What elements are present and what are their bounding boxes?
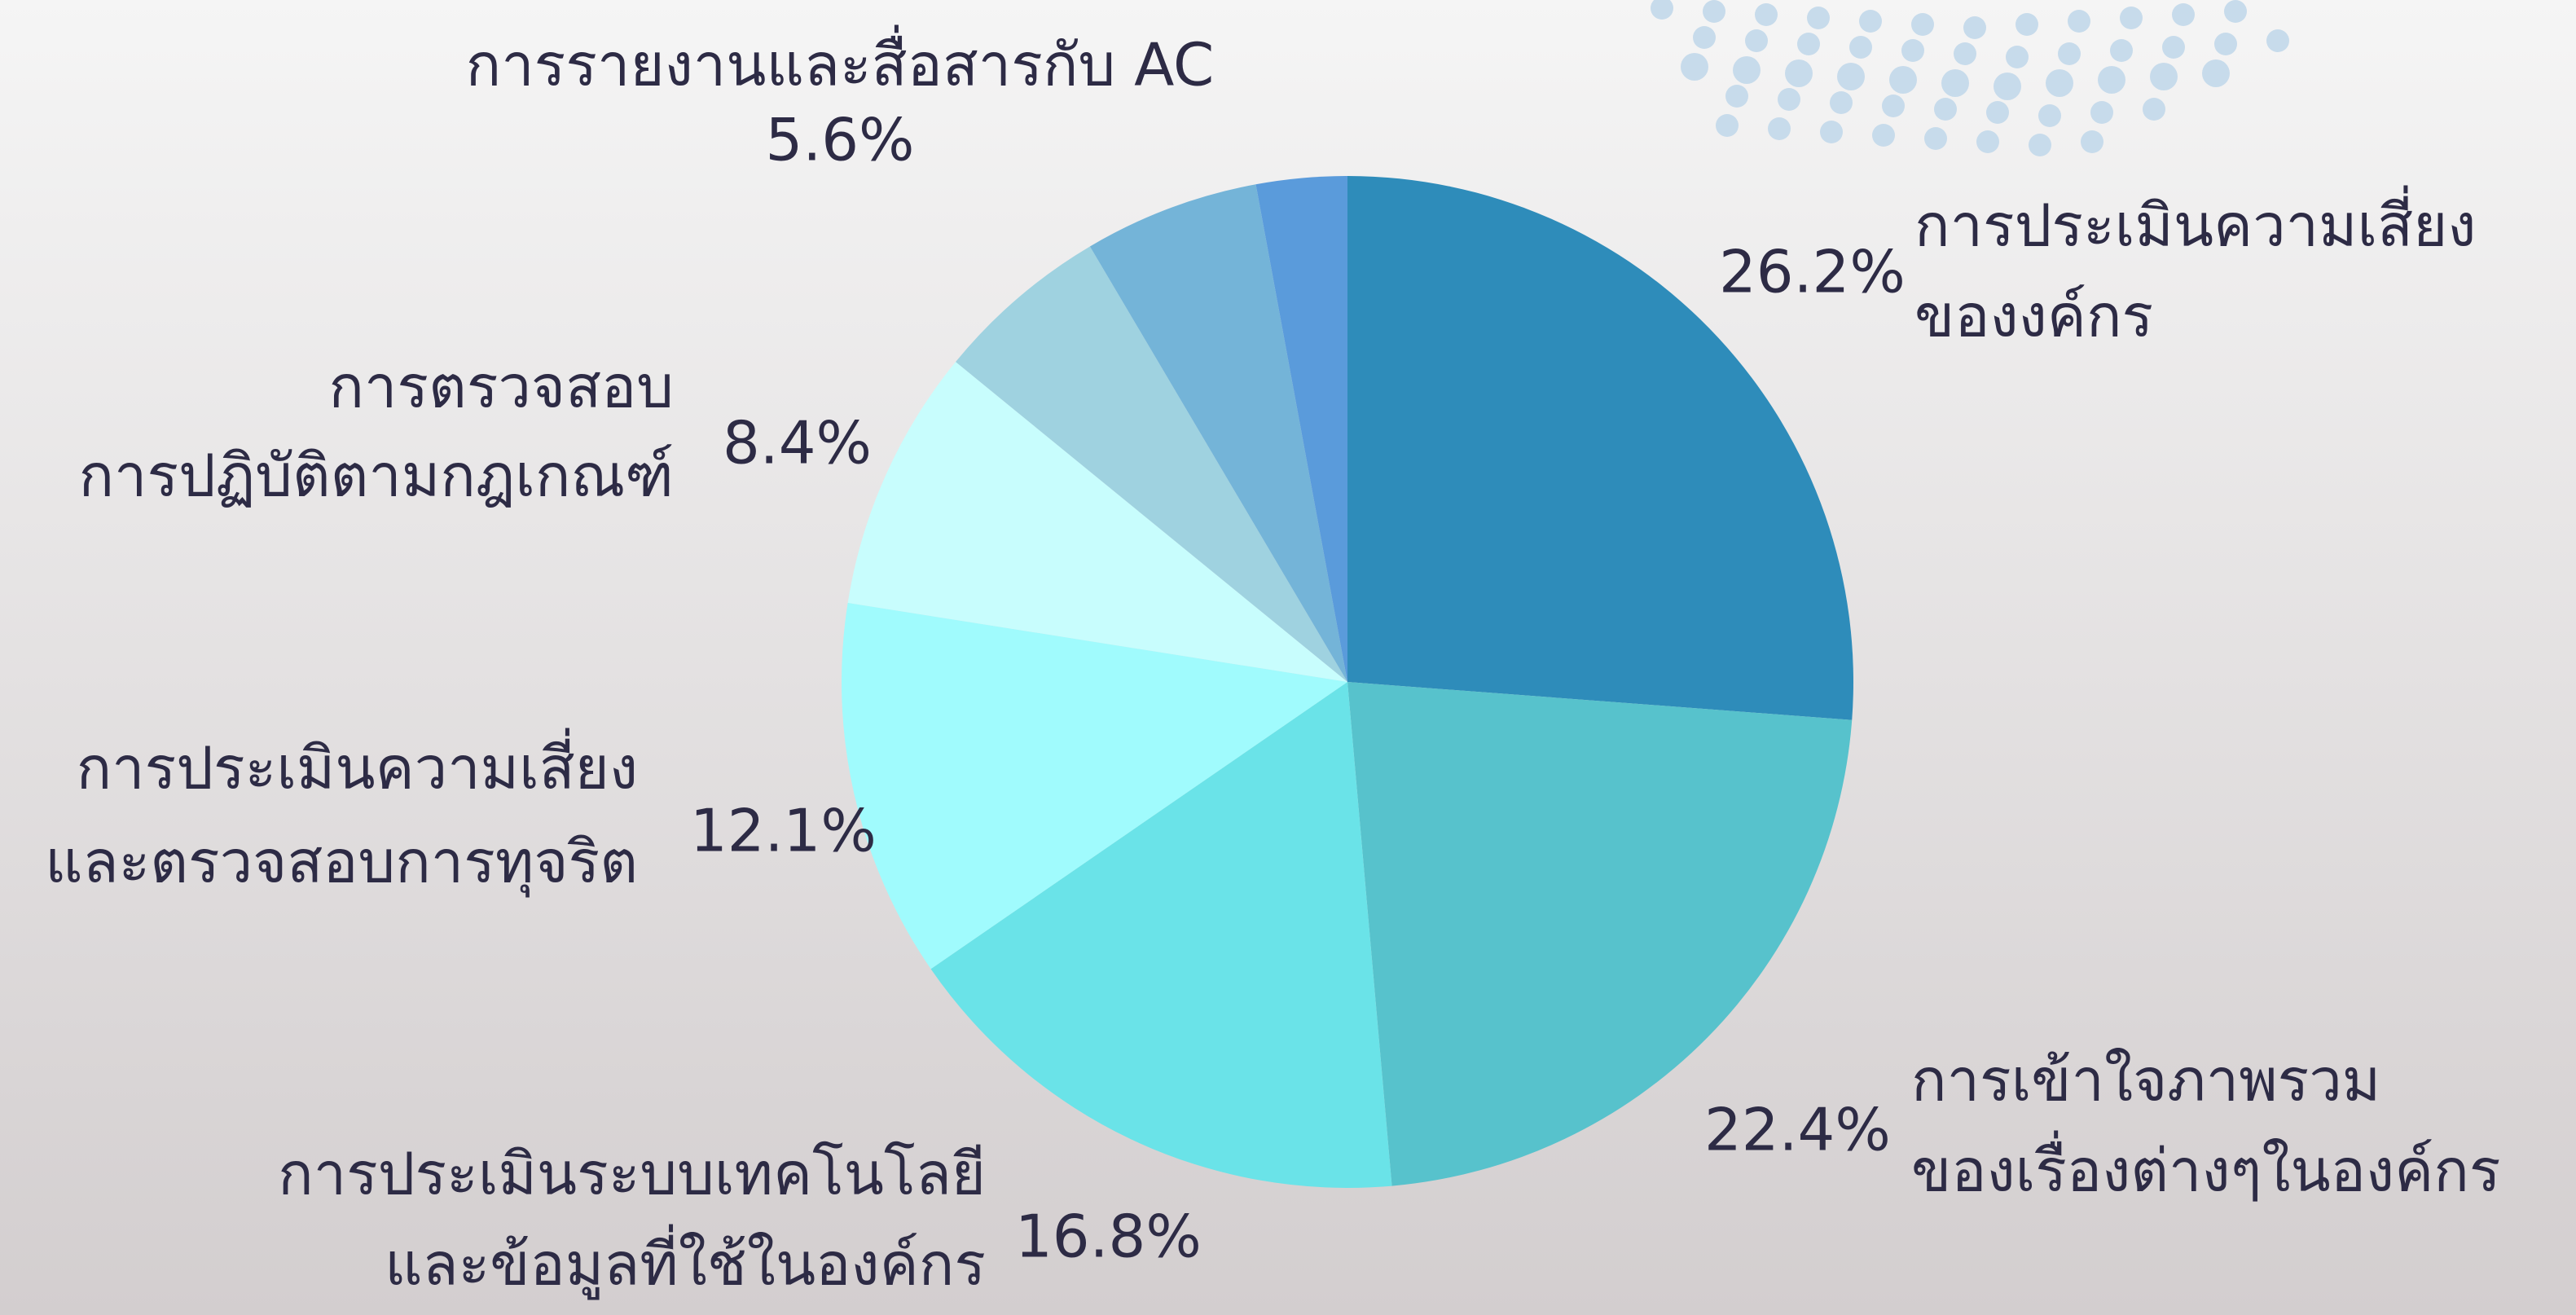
dot — [2120, 7, 2143, 29]
pie-slice — [930, 682, 1392, 1189]
dot — [2081, 130, 2103, 153]
pie-slice — [1255, 176, 1347, 682]
dot — [1820, 121, 1843, 143]
slice-value-label: 26.2% — [1719, 238, 1906, 306]
decoration-dots — [1651, 0, 2289, 156]
dot — [1924, 127, 1947, 150]
slice-category-label: การเข้าใจภาพรวม — [1911, 1046, 2380, 1115]
dot — [1934, 98, 1957, 121]
dot — [2202, 59, 2230, 87]
dot — [2098, 66, 2125, 94]
pie-slice — [842, 602, 1347, 970]
dot — [2224, 0, 2247, 23]
dot — [1807, 7, 1830, 29]
dot — [2162, 36, 2185, 59]
dot — [2172, 3, 2195, 26]
dot — [1755, 3, 1778, 26]
dot — [2038, 104, 2061, 127]
dot — [1693, 26, 1716, 49]
dot — [1785, 59, 1813, 87]
dot — [1725, 85, 1748, 108]
dot — [1837, 63, 1865, 90]
dot — [1768, 117, 1791, 140]
dot — [1976, 130, 1999, 153]
slice-category-label: การรายงานและสื่อสารกับ AC — [466, 25, 1215, 99]
dot — [1849, 36, 1872, 59]
dot — [1882, 95, 1905, 117]
dot — [1901, 39, 1924, 62]
slice-value-label: 12.1% — [690, 797, 877, 865]
dot — [1703, 0, 1725, 23]
slice-value-label: 16.8% — [1015, 1203, 1202, 1271]
dot — [2110, 39, 2133, 62]
dot — [2029, 134, 2051, 156]
slice-category-label: การประเมินระบบเทคโนโลยี — [278, 1140, 986, 1208]
dot — [1954, 42, 1976, 65]
slice-category-label: และข้อมูลที่ใช้ในองค์กร — [385, 1225, 986, 1300]
dot — [1830, 91, 1853, 114]
pie-slice — [956, 246, 1347, 682]
dot — [1994, 73, 2021, 100]
slice-category-label: การตรวจสอบ — [328, 353, 674, 421]
dot — [1797, 33, 1820, 55]
slice-category-label: และตรวจสอบการทุจริต — [45, 828, 638, 898]
dot — [2046, 69, 2073, 97]
dot — [1778, 88, 1800, 111]
dot — [2058, 42, 2081, 65]
pie-slice — [1347, 176, 1853, 720]
dot — [1716, 114, 1739, 137]
pie-slice — [1089, 184, 1347, 683]
dot — [1986, 101, 2009, 124]
dot — [1963, 16, 1986, 39]
slice-value-label: 8.4% — [723, 409, 872, 477]
slice-category-label: การประเมินความเสี่ยง — [77, 728, 638, 803]
dot — [1941, 69, 1969, 97]
pie-slice — [1347, 682, 1853, 1186]
dot — [2006, 46, 2029, 68]
slice-category-label: ของเรื่องต่างๆในองค์กร — [1911, 1131, 2501, 1205]
dot — [2090, 101, 2113, 124]
dot — [1733, 56, 1761, 84]
dot — [2016, 13, 2038, 36]
dot — [1872, 124, 1895, 147]
dot — [1859, 10, 1882, 33]
dot — [2068, 10, 2090, 33]
dot — [2150, 63, 2178, 90]
dot — [1911, 13, 1934, 36]
dot — [2214, 33, 2237, 55]
pie-slice — [847, 362, 1347, 682]
dot — [2143, 98, 2165, 121]
slice-value-label: 22.4% — [1704, 1096, 1891, 1164]
slice-value-label: 5.6% — [766, 106, 915, 174]
dot — [1745, 29, 1768, 52]
slice-category-label: การปฏิบัติตามกฎเกณฑ์ — [78, 442, 674, 510]
slice-category-label: ของงค์กร — [1914, 282, 2153, 350]
dot — [1681, 53, 1708, 81]
dot — [1651, 0, 1673, 20]
dot — [1889, 66, 1917, 94]
slice-category-label: การประเมินความเสี่ยง — [1914, 186, 2476, 260]
dot — [2266, 29, 2289, 52]
